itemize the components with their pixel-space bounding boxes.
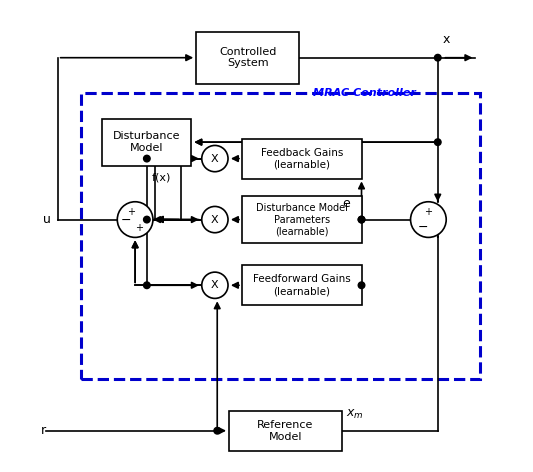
Text: Disturbance
Model: Disturbance Model [113,131,181,153]
Circle shape [202,272,228,298]
Circle shape [358,216,365,223]
Text: +: + [127,208,135,218]
Text: MRAC Controller: MRAC Controller [313,88,416,98]
Circle shape [434,139,441,145]
Bar [81,93,480,379]
Bar [102,118,191,166]
Text: f(x): f(x) [151,173,171,183]
Bar [242,196,361,243]
Text: Feedback Gains
(learnable): Feedback Gains (learnable) [261,148,343,169]
Circle shape [358,216,365,223]
Text: −: − [418,221,429,234]
Circle shape [410,202,446,237]
Text: x: x [442,33,450,46]
Bar [242,139,361,178]
Circle shape [143,155,150,162]
Circle shape [143,216,150,223]
Text: +: + [135,224,143,234]
Text: X: X [211,153,219,164]
Circle shape [214,428,221,434]
Text: −: − [121,214,132,227]
Bar [229,411,342,451]
Text: e: e [342,197,350,210]
Circle shape [117,202,153,237]
Circle shape [434,54,441,61]
Text: X: X [211,280,219,290]
Text: Feedforward Gains
(learnable): Feedforward Gains (learnable) [253,275,351,296]
Circle shape [202,145,228,172]
Text: r: r [41,424,46,437]
Text: $x_m$: $x_m$ [346,408,364,421]
Text: X: X [211,215,219,225]
Text: Reference
Model: Reference Model [257,420,313,441]
Bar [196,32,300,84]
Bar [242,265,361,305]
Circle shape [358,282,365,288]
Circle shape [202,206,228,233]
Text: u: u [43,213,51,226]
Circle shape [143,282,150,288]
Text: +: + [424,208,432,218]
Text: Disturbance Model
Parameters
(learnable): Disturbance Model Parameters (learnable) [256,203,348,236]
Text: Controlled
System: Controlled System [219,47,277,68]
